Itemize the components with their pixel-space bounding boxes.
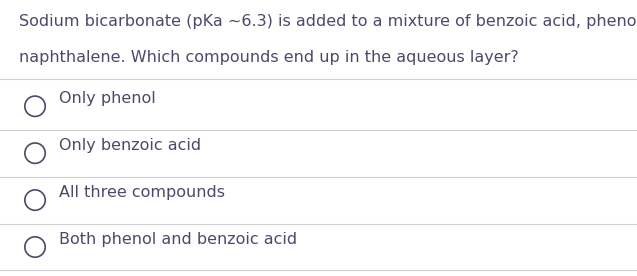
Text: All three compounds: All three compounds [59, 185, 225, 200]
Text: Sodium bicarbonate (pKa ~6.3) is added to a mixture of benzoic acid, phenol, and: Sodium bicarbonate (pKa ~6.3) is added t… [19, 14, 637, 29]
Text: naphthalene. Which compounds end up in the aqueous layer?: naphthalene. Which compounds end up in t… [19, 50, 519, 65]
Text: Only benzoic acid: Only benzoic acid [59, 138, 201, 153]
Text: Both phenol and benzoic acid: Both phenol and benzoic acid [59, 232, 297, 247]
Text: Only phenol: Only phenol [59, 91, 155, 106]
